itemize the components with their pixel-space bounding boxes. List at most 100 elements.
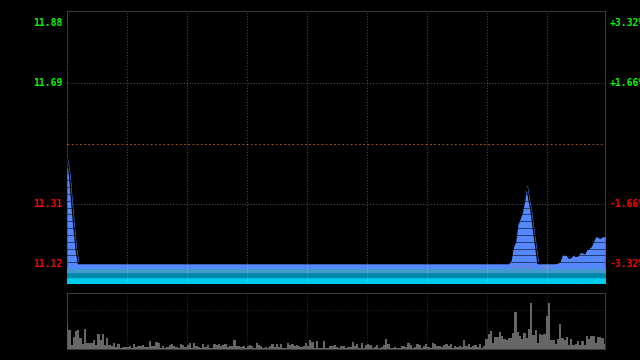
Bar — [184, 347, 186, 349]
Bar — [147, 347, 148, 349]
Bar — [249, 345, 252, 349]
Bar — [160, 347, 162, 349]
Bar — [584, 345, 586, 349]
Bar — [106, 338, 108, 349]
Bar — [135, 347, 138, 349]
Bar — [468, 344, 470, 349]
Bar — [358, 348, 360, 349]
Bar — [401, 346, 403, 349]
Bar — [581, 341, 584, 349]
Bar — [492, 343, 494, 349]
Bar — [604, 344, 606, 349]
Bar — [271, 344, 273, 349]
Bar — [534, 330, 537, 349]
Bar — [557, 339, 559, 349]
Bar — [537, 343, 539, 349]
Bar — [541, 335, 543, 349]
Bar — [360, 343, 363, 349]
Bar — [323, 341, 325, 349]
Bar — [443, 345, 445, 349]
Bar — [240, 347, 243, 349]
Bar — [151, 346, 153, 349]
Bar — [530, 303, 532, 349]
Bar — [501, 336, 503, 349]
Bar — [356, 343, 358, 349]
Bar — [314, 348, 316, 349]
Bar — [351, 342, 354, 349]
Bar — [258, 345, 260, 349]
Bar — [68, 330, 70, 349]
Bar — [220, 346, 222, 349]
Bar — [459, 346, 461, 349]
Bar — [349, 347, 351, 349]
Bar — [138, 346, 140, 349]
Bar — [381, 347, 383, 349]
Bar — [378, 348, 381, 349]
Bar — [113, 343, 115, 349]
Bar — [204, 347, 207, 349]
Bar — [124, 347, 126, 349]
Text: +3.32%: +3.32% — [609, 18, 640, 28]
Bar — [115, 347, 117, 349]
Bar — [566, 337, 568, 349]
Text: -3.32%: -3.32% — [609, 258, 640, 269]
Bar — [238, 346, 240, 349]
Bar — [463, 340, 465, 349]
Bar — [528, 329, 530, 349]
Bar — [354, 346, 356, 349]
Bar — [481, 348, 483, 349]
Bar — [369, 345, 372, 349]
Bar — [429, 348, 432, 349]
Bar — [178, 348, 180, 349]
Bar — [104, 345, 106, 349]
Bar — [282, 348, 285, 349]
Bar — [157, 343, 160, 349]
Bar — [209, 348, 211, 349]
Bar — [218, 344, 220, 349]
Bar — [318, 348, 321, 349]
Bar — [425, 344, 428, 349]
Bar — [84, 329, 86, 349]
Bar — [403, 346, 405, 349]
Bar — [213, 344, 216, 349]
Bar — [162, 346, 164, 349]
Bar — [445, 345, 447, 349]
Bar — [494, 337, 497, 349]
Bar — [579, 345, 581, 349]
Bar — [572, 345, 575, 349]
Bar — [548, 303, 550, 349]
Bar — [334, 345, 336, 349]
Bar — [447, 346, 450, 349]
Bar — [338, 347, 340, 349]
Bar — [497, 337, 499, 349]
Bar — [412, 348, 414, 349]
Bar — [100, 340, 102, 349]
Bar — [387, 344, 390, 349]
Bar — [175, 347, 178, 349]
Bar — [410, 345, 412, 349]
Bar — [499, 332, 501, 349]
Bar — [550, 340, 552, 349]
Bar — [452, 348, 454, 349]
Bar — [171, 344, 173, 349]
Bar — [303, 346, 305, 349]
Bar — [300, 347, 303, 349]
Bar — [269, 346, 271, 349]
Bar — [256, 343, 258, 349]
Bar — [490, 331, 492, 349]
Bar — [477, 347, 479, 349]
Bar — [231, 346, 234, 349]
Bar — [543, 334, 546, 349]
Bar — [399, 348, 401, 349]
Bar — [454, 346, 456, 349]
Bar — [390, 348, 392, 349]
Bar — [169, 345, 171, 349]
Bar — [519, 336, 521, 349]
Bar — [336, 347, 338, 349]
Bar — [191, 348, 193, 349]
Bar — [66, 323, 68, 349]
Bar — [450, 344, 452, 349]
Bar — [131, 348, 133, 349]
Bar — [227, 347, 229, 349]
Bar — [298, 346, 300, 349]
